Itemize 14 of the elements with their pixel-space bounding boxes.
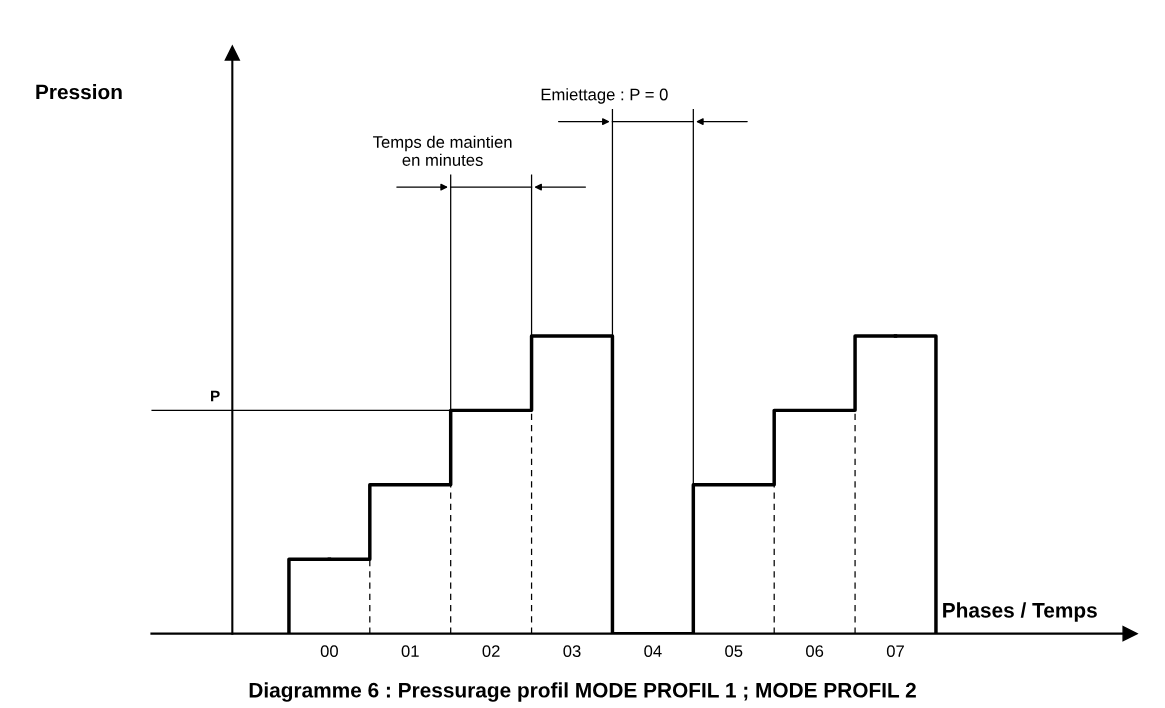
text: Temps de maintien en minutes (373, 135, 512, 166)
text: Emiettage : P = 0 (541, 88, 668, 104)
x-tick-label: 06 (806, 645, 824, 658)
x-tick-label: 04 (644, 645, 662, 658)
x-tick-label: 03 (563, 645, 581, 658)
x-tick-label: 07 (886, 645, 904, 658)
ref-line-label: P (211, 390, 220, 402)
x-tick-label: 00 (320, 645, 338, 658)
x-tick-label: 02 (482, 645, 500, 658)
x-axis-title: Phases / Temps (943, 602, 1097, 622)
x-tick-label: 05 (725, 645, 743, 658)
text: Pression (36, 84, 122, 100)
x-tick-label: 01 (401, 645, 419, 658)
text: Diagramme 6 : Pressurage profil MODE PROFIL 1 ; MODE PROFIL 2 (249, 682, 916, 702)
